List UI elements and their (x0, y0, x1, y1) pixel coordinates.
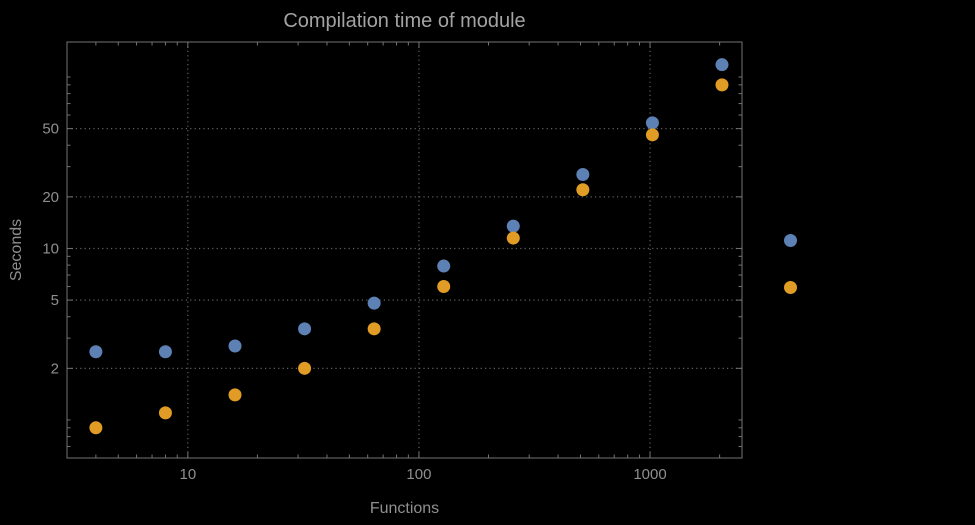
legend-marker-series-1-blue (784, 233, 797, 247)
data-point-series-1-blue (437, 259, 451, 273)
data-point-series-2-orange (576, 183, 590, 197)
y-tick-label: 20 (42, 189, 59, 206)
data-point-series-2-orange (89, 421, 103, 435)
data-point-series-2-orange (437, 280, 451, 294)
y-axis-label: Seconds (8, 218, 25, 282)
x-axis-label: Functions (369, 500, 440, 517)
plot-frame (66, 41, 743, 459)
data-point-series-1-blue (576, 168, 590, 182)
data-point-series-2-orange (158, 406, 172, 420)
data-point-series-2-orange (298, 361, 312, 375)
y-tick-label: 50 (42, 121, 59, 138)
chart-title: Compilation time of module (283, 10, 526, 32)
data-point-series-2-orange (715, 78, 729, 92)
data-point-series-1-blue (367, 296, 381, 310)
data-point-series-1-blue (158, 345, 172, 359)
y-tick-label: 2 (51, 360, 59, 377)
data-point-series-1-blue (298, 322, 312, 336)
data-point-series-2-orange (506, 231, 520, 245)
data-point-series-1-blue (645, 116, 659, 130)
data-point-series-2-orange (228, 388, 242, 402)
y-tick-label: 5 (51, 292, 59, 309)
y-tick-label: 10 (42, 240, 59, 257)
x-tick-label: 10 (179, 466, 196, 483)
data-point-series-2-orange (367, 322, 381, 336)
x-tick-label: 1000 (633, 466, 666, 483)
legend-marker-series-2-orange (784, 280, 797, 294)
data-point-series-1-blue (715, 58, 729, 72)
data-point-series-1-blue (89, 345, 103, 359)
data-point-series-1-blue (506, 219, 520, 233)
data-point-series-2-orange (645, 128, 659, 142)
x-tick-label: 100 (406, 466, 431, 483)
data-point-series-1-blue (228, 339, 242, 353)
